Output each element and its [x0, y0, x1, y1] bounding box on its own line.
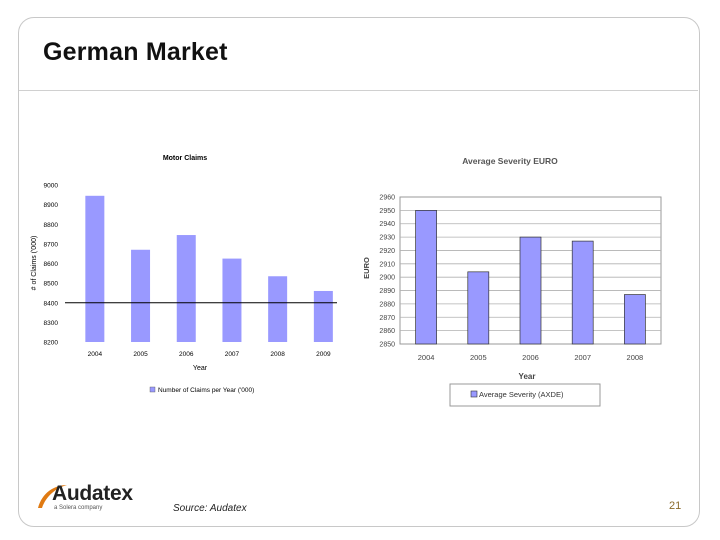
chart1-y-ticks: 9000 8900 8800 8700 8600 8500 8400 8300 8200 — [44, 183, 59, 347]
chart1-y-tick-label: 8200 — [44, 340, 59, 347]
chart2-ylabel: EURO — [362, 257, 371, 279]
chart1-y-tick-label: 8400 — [44, 300, 59, 307]
chart2-y-tick-label: 2910 — [379, 261, 395, 268]
source-note: Source: Audatex — [173, 503, 247, 514]
chart1-bar-2006 — [176, 235, 196, 342]
chart2-legend-box — [449, 383, 601, 407]
chart1-y-tick-label: 8300 — [44, 320, 59, 327]
chart1-bar-2004 — [85, 195, 105, 342]
chart2-x-tick-label: 2008 — [627, 353, 644, 362]
chart2-bar-2006 — [519, 236, 542, 345]
chart2-y-tick-label: 2850 — [379, 342, 395, 349]
chart1-y-tick-label: 8700 — [44, 241, 59, 248]
chart1-y-tick-label: 9000 — [44, 183, 59, 190]
chart2-y-tick-label: 2900 — [379, 275, 395, 282]
chart1-y-tick-label: 8800 — [44, 222, 59, 229]
chart1-legend: Number of Claims per Year ('000) — [158, 387, 254, 394]
average-severity-chart: Average Severity EURO 296029502940293029… — [362, 156, 662, 407]
chart2-y-tick-label: 2860 — [379, 328, 395, 335]
chart2-y-tick-label: 2920 — [379, 248, 395, 255]
chart1-y-tick-label: 8900 — [44, 202, 59, 209]
chart1-x-tick-label: 2004 — [88, 351, 103, 358]
chart2-y-tick-label: 2960 — [379, 195, 395, 202]
chart1-x-tick-label: 2009 — [316, 351, 331, 358]
chart1-x-tick-label: 2008 — [270, 351, 285, 358]
logo-swoosh-icon — [38, 485, 67, 508]
chart1-bar-2009 — [313, 290, 333, 342]
chart2-legend-swatch — [470, 390, 478, 398]
chart2-bar-2007 — [571, 240, 594, 345]
chart2-bars — [415, 210, 646, 345]
chart1-xlabel: Year — [193, 365, 208, 372]
motor-claims-chart: Motor Claims # of Claims ('000) 9000 8900… — [31, 155, 337, 394]
chart1-x-ticks: 2004 2005 2006 2007 2008 2009 — [88, 351, 331, 358]
chart2-y-tick-label: 2880 — [379, 301, 395, 308]
chart2-y-tick-label: 2890 — [379, 288, 395, 295]
chart2-y-tick-label: 2940 — [379, 221, 395, 228]
chart1-x-tick-label: 2006 — [179, 351, 194, 358]
chart2-x-tick-label: 2005 — [470, 353, 487, 362]
chart2-bar-2004 — [415, 210, 437, 345]
chart1-ylabel: # of Claims ('000) — [31, 236, 38, 291]
chart2-bar-2005 — [467, 271, 490, 345]
chart1-x-tick-label: 2007 — [225, 351, 240, 358]
chart1-bars — [85, 195, 333, 342]
chart1-bar-2007 — [222, 258, 242, 342]
chart1-y-tick-label: 8600 — [44, 261, 59, 268]
chart1-y-tick-label: 8500 — [44, 281, 59, 288]
chart2-xlabel: Year — [519, 372, 536, 381]
chart1-bar-2008 — [268, 276, 288, 342]
logo-wordmark: Audatex — [52, 482, 133, 505]
page-number: 21 — [669, 500, 682, 512]
chart2-x-ticks: 2004 2005 2006 2007 2008 — [418, 353, 643, 362]
chart2-y-tick-label: 2950 — [379, 208, 395, 215]
chart2-x-tick-label: 2007 — [574, 353, 591, 362]
chart2-bar-2008 — [624, 294, 646, 345]
chart2-y-ticks: 2960 2950 2940 2930 2920 2910 2900 2890 2880 2870… — [379, 195, 395, 349]
chart2-y-tick-label: 2930 — [379, 235, 395, 242]
slide-title: German Market — [43, 38, 228, 66]
chart2-x-tick-label: 2004 — [418, 353, 435, 362]
audatex-logo: Audatex a Solera company — [34, 478, 164, 518]
chart1-legend-swatch — [149, 386, 156, 393]
title-divider — [19, 90, 698, 91]
chart1-x-tick-label: 2005 — [133, 351, 148, 358]
chart1-bar-2005 — [131, 249, 151, 342]
chart2-x-tick-label: 2006 — [522, 353, 539, 362]
chart1-title: Motor Claims — [163, 155, 207, 162]
chart2-title: Average Severity EURO — [462, 156, 558, 166]
chart2-legend: Average Severity (AXDE) — [479, 390, 564, 399]
chart2-y-tick-label: 2870 — [379, 315, 395, 322]
logo-tagline: a Solera company — [54, 505, 103, 511]
